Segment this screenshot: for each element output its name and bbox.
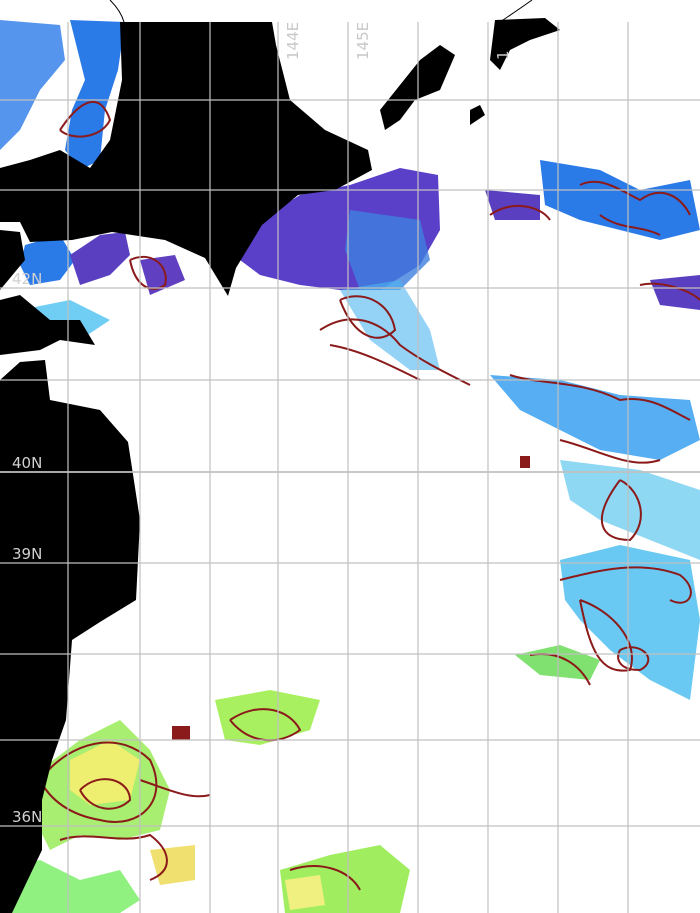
lat-label: 39N — [12, 545, 42, 563]
boundary-line — [109, 0, 125, 23]
contour-line — [319, 318, 471, 386]
sst-patch-blue — [345, 210, 430, 290]
contour-line — [489, 180, 691, 221]
lat-label: 42N — [12, 270, 42, 288]
land-hokkaido — [0, 22, 372, 296]
sst-patch-blue — [20, 235, 75, 285]
graticule — [0, 22, 700, 913]
contour-blob — [520, 456, 530, 468]
contour-line — [129, 255, 167, 290]
sst-patch-lightblue — [340, 280, 440, 370]
sst-patch-lightblue — [560, 460, 700, 560]
sst-patch-lightblue — [490, 375, 700, 460]
sst-patch-yellow — [70, 740, 140, 805]
land — [0, 18, 560, 913]
contour-line — [59, 100, 112, 138]
contour-line — [329, 344, 421, 381]
sst-patch-purple — [485, 190, 540, 220]
land-kuril-island — [490, 18, 560, 70]
sst-patch-purple — [140, 255, 185, 295]
sst-data-layer — [0, 20, 700, 913]
boundary-line — [499, 0, 533, 23]
contour-blob — [172, 726, 190, 740]
contour-line — [559, 566, 692, 604]
sst-patch-green — [0, 860, 140, 913]
contour-line — [509, 374, 691, 421]
lon-label: 1 — [494, 50, 512, 60]
contour-line — [617, 646, 650, 672]
sst-patch-purple — [650, 275, 700, 310]
sst-patch-blue — [0, 20, 65, 150]
contour-line — [79, 778, 132, 810]
temperature-contours — [39, 100, 700, 891]
sst-patch-yellow — [285, 875, 325, 910]
lat-label: 40N — [12, 454, 42, 472]
sst-patch-blue — [540, 160, 700, 240]
land-honshu — [0, 360, 140, 913]
sst-patch-yellow — [150, 845, 195, 885]
contour-line — [601, 479, 642, 542]
land-kuril-island — [470, 105, 485, 125]
land-oshima — [0, 230, 25, 290]
lon-label: 145E — [354, 22, 372, 60]
contour-line — [339, 295, 397, 339]
lon-label: 144E — [284, 22, 302, 60]
sst-patch-green — [215, 690, 320, 745]
land-shimokita — [0, 295, 95, 355]
contour-line — [139, 779, 211, 798]
sst-patch-lightblue — [560, 545, 700, 700]
contour-line — [39, 741, 158, 823]
sst-patch-blue — [65, 20, 125, 170]
sst-patch-purple — [70, 232, 130, 285]
lat-label: 36N — [12, 808, 42, 826]
contour-line — [559, 439, 661, 464]
contour-line — [229, 708, 302, 742]
contour-line — [59, 833, 168, 881]
contour-line — [599, 214, 700, 301]
contour-line — [289, 865, 361, 891]
